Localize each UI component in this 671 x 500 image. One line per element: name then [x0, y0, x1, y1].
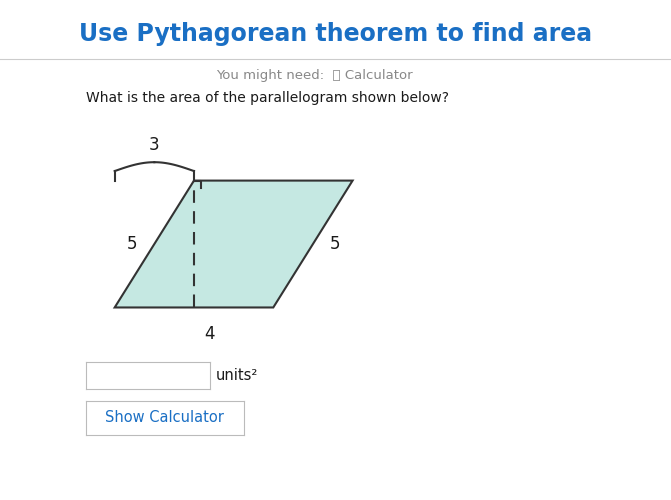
Text: What is the area of the parallelogram shown below?: What is the area of the parallelogram sh…: [86, 91, 449, 105]
Text: Use Pythagorean theorem to find area: Use Pythagorean theorem to find area: [79, 22, 592, 46]
Polygon shape: [115, 180, 352, 308]
Text: 5: 5: [127, 235, 138, 253]
Text: 3: 3: [149, 136, 160, 154]
Text: Show Calculator: Show Calculator: [105, 410, 224, 426]
Text: 4: 4: [205, 325, 215, 343]
Text: 5: 5: [330, 235, 340, 253]
Text: units²: units²: [216, 368, 258, 383]
Text: You might need:  🖩 Calculator: You might need: 🖩 Calculator: [215, 69, 413, 82]
